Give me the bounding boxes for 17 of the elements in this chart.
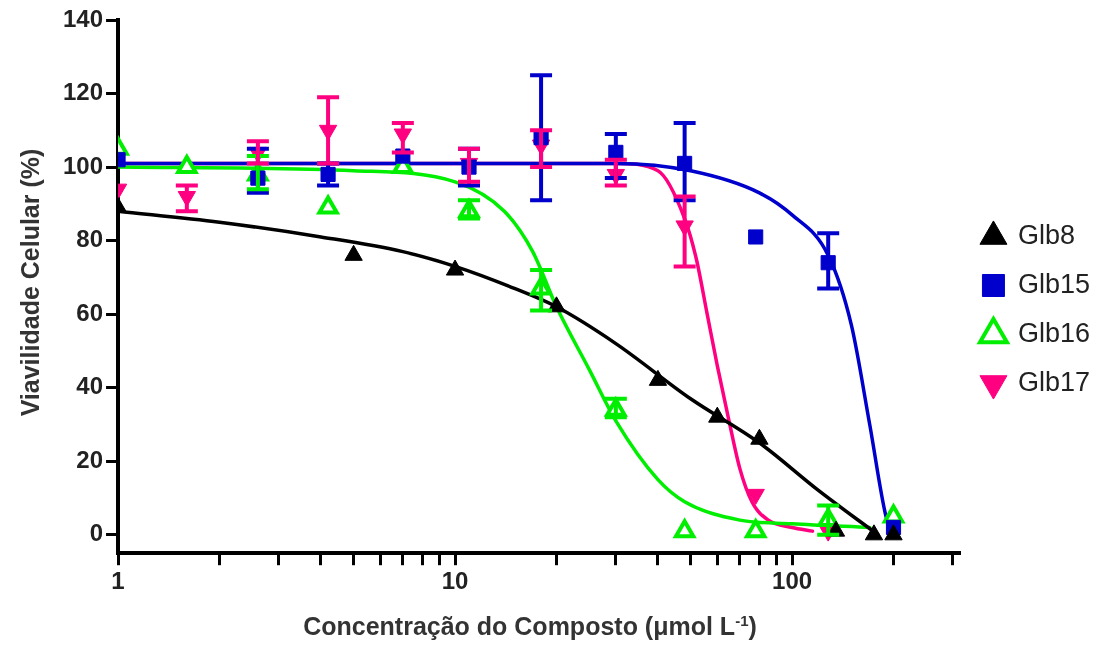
y-tick-label: 20 xyxy=(76,445,104,473)
y-tick-label: 40 xyxy=(76,372,104,400)
y-tick-label: 140 xyxy=(63,4,104,32)
y-tick-label: 0 xyxy=(89,519,104,547)
y-tick-label: 80 xyxy=(76,225,104,253)
y-tick-label: 120 xyxy=(63,78,104,106)
legend-label: Glb16 xyxy=(1017,317,1091,348)
x-axis-title: Concentração do Composto (μmol L$^{-1}$) xyxy=(302,612,758,642)
legend-label: Glb15 xyxy=(1017,268,1091,299)
x-tick-label: 10 xyxy=(441,567,469,595)
y-tick-label: 100 xyxy=(63,151,104,179)
x-tick-label: 1 xyxy=(111,567,125,595)
legend-label: Glb8 xyxy=(1017,219,1075,250)
x-tick-label: 100 xyxy=(772,567,813,595)
y-axis-title: Viavilidade Celular (%) xyxy=(15,147,45,419)
legend-label: Glb17 xyxy=(1017,366,1091,397)
y-tick-label: 60 xyxy=(76,298,104,326)
